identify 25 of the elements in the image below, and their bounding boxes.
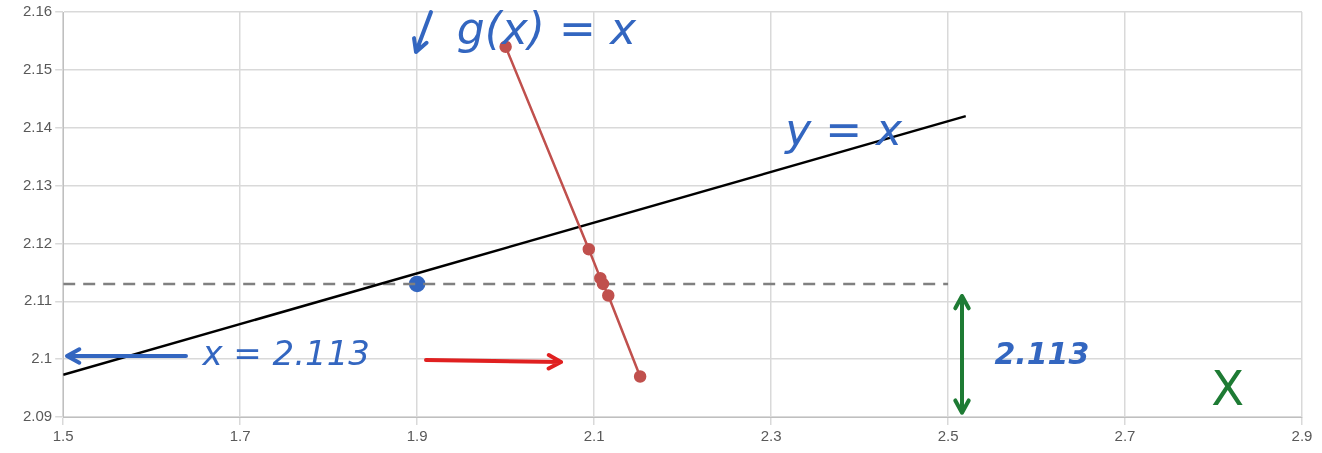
- y-tick-label: 2.09: [22, 407, 53, 425]
- y-tick-label: 2.13: [22, 175, 53, 193]
- x-tick-label: 2.7: [1114, 427, 1136, 445]
- x-tick-label: 1.9: [406, 427, 428, 445]
- point: [602, 289, 615, 302]
- y-tick-label: 2.15: [22, 60, 53, 77]
- point: [633, 370, 647, 383]
- annotation: x = 2.113: [201, 333, 370, 374]
- x-tick-label: 1.5: [52, 427, 74, 445]
- x-tick-label: 2.3: [760, 427, 782, 445]
- y-tick-label: 2.12: [22, 233, 53, 251]
- x-tick-label: 2.1: [583, 427, 605, 445]
- annotation: X: [1211, 360, 1245, 417]
- y-tick-label: 2.11: [24, 291, 53, 309]
- point: [596, 277, 610, 291]
- point: [582, 242, 596, 256]
- y-tick-label: 2.16: [22, 2, 53, 20]
- y-tick-label: 2.1: [31, 349, 53, 367]
- point: [408, 275, 426, 293]
- annotation: 2.113: [994, 336, 1090, 372]
- x-tick-label: 2.9: [1291, 427, 1313, 445]
- annotation: g(x) = x: [456, 2, 637, 54]
- y-tick-label: 2.14: [22, 117, 53, 135]
- x-tick-label: 1.7: [229, 427, 251, 445]
- x-tick-label: 2.5: [937, 427, 959, 445]
